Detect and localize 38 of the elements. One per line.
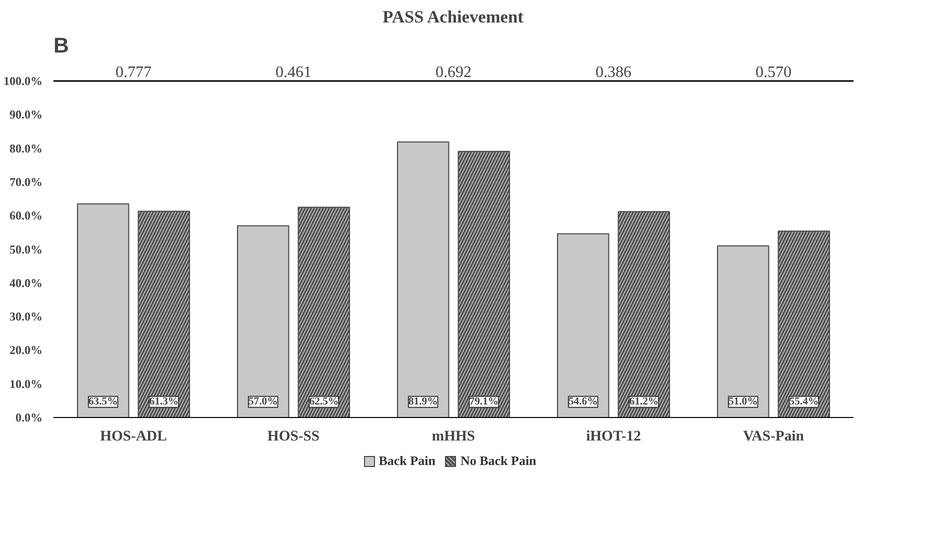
x-tick-label: iHOT-12 — [586, 428, 641, 444]
x-tick-label: mHHS — [432, 428, 476, 444]
legend-label: No Back Pain — [460, 453, 536, 468]
y-tick-label: 100.0% — [4, 74, 42, 88]
legend-label: Back Pain — [378, 453, 436, 468]
data-label: 79.1% — [469, 396, 499, 408]
data-label: 62.5% — [309, 396, 339, 408]
x-tick-label: HOS-ADL — [100, 428, 168, 444]
y-tick-label: 70.0% — [10, 174, 42, 189]
annotation: 0.461 — [276, 64, 312, 82]
x-tick-label: VAS-Pain — [743, 428, 804, 444]
annotation: 0.386 — [596, 64, 632, 82]
data-label: 55.4% — [789, 396, 819, 408]
y-tick-label: 90.0% — [10, 108, 42, 122]
data-label: 57.0% — [248, 396, 278, 408]
y-tick-label: 10.0% — [10, 376, 42, 391]
y-tick-label: 20.0% — [10, 343, 42, 358]
text: B — [54, 34, 69, 58]
data-label: 61.3% — [149, 396, 179, 408]
x-tick-label: HOS-SS — [267, 428, 320, 444]
data-label: 61.2% — [629, 396, 659, 408]
y-tick-label: 30.0% — [10, 310, 42, 324]
bar — [717, 245, 770, 418]
y-tick-label: 50.0% — [10, 242, 42, 256]
annotation: 0.777 — [116, 64, 152, 82]
y-tick-label: 0.0% — [16, 410, 42, 424]
y-tick-label: 60.0% — [10, 208, 42, 223]
data-label: 51.0% — [728, 396, 758, 408]
bar — [77, 203, 130, 418]
bar — [557, 233, 610, 418]
chart-title: PASS Achievement — [382, 8, 524, 26]
y-tick-label: 80.0% — [10, 141, 42, 156]
annotation: 0.570 — [756, 64, 792, 82]
data-label: 54.6% — [568, 396, 598, 408]
bar — [397, 141, 450, 418]
bar — [237, 225, 290, 418]
annotation: 0.692 — [436, 64, 472, 82]
y-tick-label: 40.0% — [10, 276, 42, 290]
